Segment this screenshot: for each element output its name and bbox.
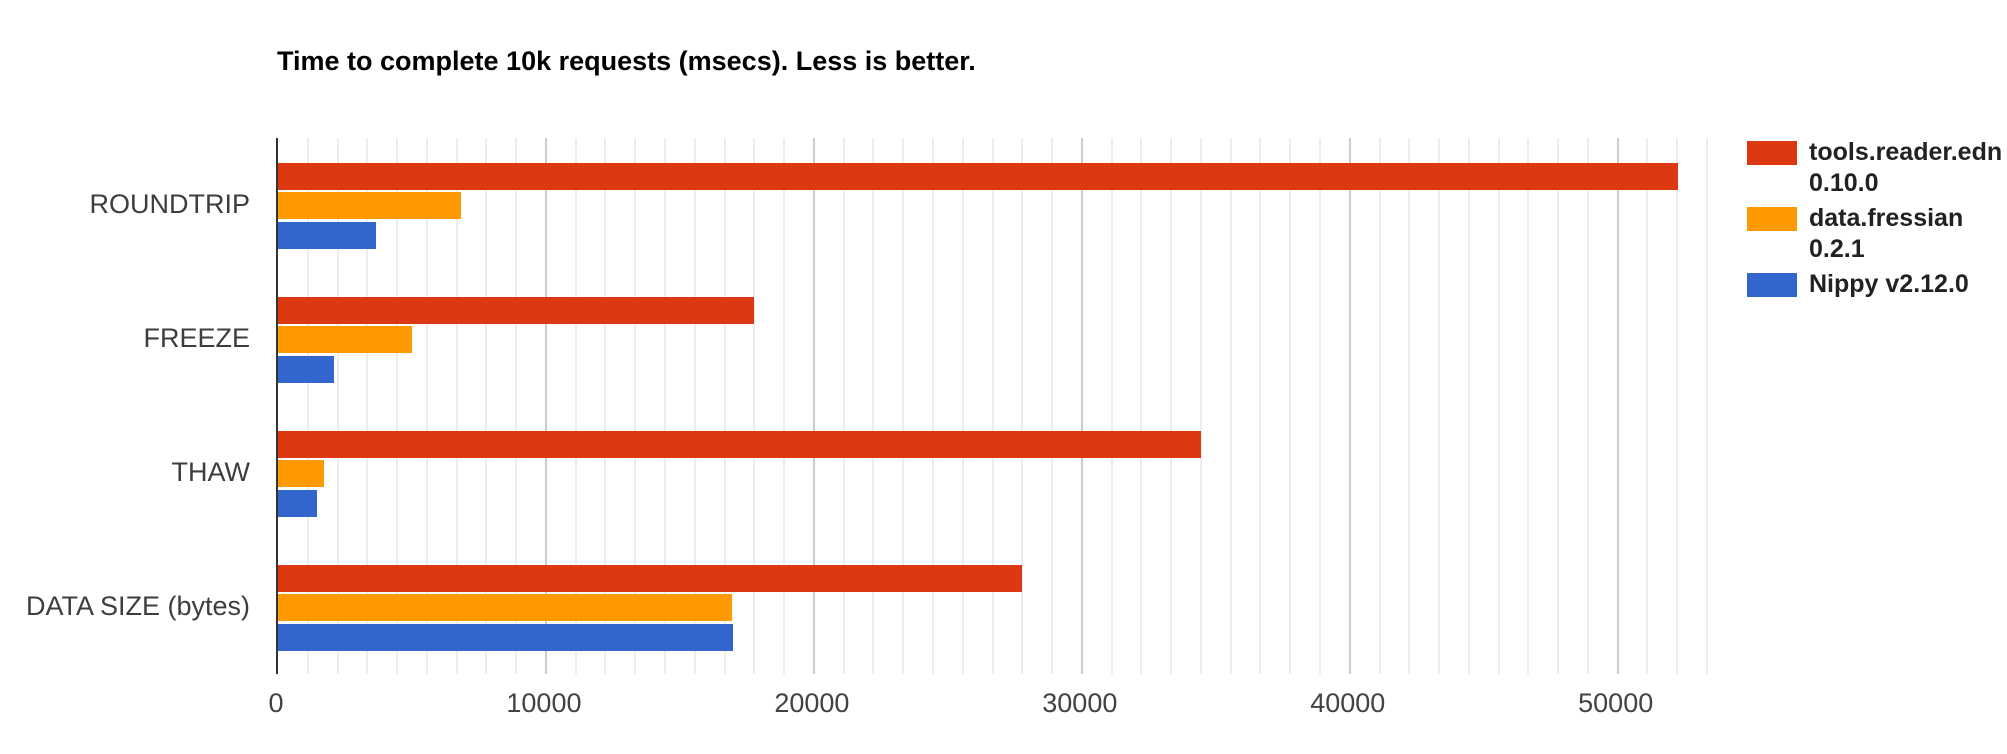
- minor-gridline: [872, 138, 875, 674]
- minor-gridline: [366, 138, 369, 674]
- minor-gridline: [485, 138, 488, 674]
- bar-roundtrip-nippy-v2-12-0[interactable]: [278, 221, 376, 249]
- category-label-thaw: THAW: [171, 457, 250, 487]
- minor-gridline: [842, 138, 845, 674]
- legend-label-line: 0.2.1: [1809, 235, 1865, 263]
- legend-entry-nippy-v2-12-0: Nippy v2.12.0: [1747, 269, 2002, 300]
- major-gridline: [1080, 138, 1083, 674]
- x-tick-label-40000: 40000: [1310, 688, 1386, 718]
- major-gridline: [1616, 138, 1619, 674]
- bar-freeze-nippy-v2-12-0[interactable]: [278, 355, 335, 383]
- minor-gridline: [961, 138, 964, 674]
- minor-gridline: [1289, 138, 1292, 674]
- x-tick-label-10000: 10000: [506, 688, 582, 718]
- minor-gridline: [604, 138, 607, 674]
- bar-freeze-data-fressian-0-2-1[interactable]: [278, 326, 413, 353]
- bar-data-size-bytes-nippy-v2-12-0[interactable]: [278, 623, 733, 651]
- major-gridline: [1348, 138, 1351, 674]
- bar-data-size-bytes-tools-reader-edn-0-10-0[interactable]: [278, 564, 1022, 592]
- x-tick-label-50000: 50000: [1578, 688, 1654, 718]
- minor-gridline: [753, 138, 756, 674]
- major-gridline: [544, 138, 547, 674]
- minor-gridline: [723, 138, 726, 674]
- chart-title: Time to complete 10k requests (msecs). L…: [277, 46, 976, 76]
- minor-gridline: [1051, 138, 1054, 674]
- minor-gridline: [1408, 138, 1411, 674]
- legend-label-line: Nippy v2.12.0: [1809, 270, 1969, 298]
- legend-label: data.fressian 0.2.1: [1809, 203, 1963, 265]
- bar-data-size-bytes-data-fressian-0-2-1[interactable]: [278, 594, 733, 621]
- minor-gridline: [1021, 138, 1024, 674]
- bar-freeze-tools-reader-edn-0-10-0[interactable]: [278, 296, 754, 324]
- minor-gridline: [783, 138, 786, 674]
- legend-label: Nippy v2.12.0: [1809, 269, 1969, 300]
- bar-roundtrip-tools-reader-edn-0-10-0[interactable]: [278, 162, 1679, 190]
- minor-gridline: [931, 138, 934, 674]
- minor-gridline: [1318, 138, 1321, 674]
- minor-gridline: [1438, 138, 1441, 674]
- legend-label-line: tools.reader.edn: [1809, 138, 2003, 166]
- legend-swatch-data-fressian-0-2-1: [1747, 207, 1797, 231]
- minor-gridline: [1527, 138, 1530, 674]
- legend-label-line: 0.10.0: [1809, 169, 1879, 197]
- category-label-roundtrip: ROUNDTRIP: [89, 189, 251, 219]
- bar-roundtrip-data-fressian-0-2-1[interactable]: [278, 192, 462, 219]
- legend-entry-data-fressian-0-2-1: data.fressian 0.2.1: [1747, 203, 2002, 265]
- x-tick-label-30000: 30000: [1042, 688, 1118, 718]
- bar-thaw-data-fressian-0-2-1[interactable]: [278, 460, 324, 487]
- minor-gridline: [1229, 138, 1232, 674]
- minor-gridline: [515, 138, 518, 674]
- minor-gridline: [306, 138, 309, 674]
- minor-gridline: [425, 138, 428, 674]
- plot-area: [276, 138, 1708, 674]
- category-label-freeze: FREEZE: [143, 323, 250, 353]
- legend-label: tools.reader.edn 0.10.0: [1809, 137, 2002, 199]
- minor-gridline: [1646, 138, 1649, 674]
- minor-gridline: [455, 138, 458, 674]
- minor-gridline: [693, 138, 696, 674]
- minor-gridline: [1170, 138, 1173, 674]
- minor-gridline: [1378, 138, 1381, 674]
- minor-gridline: [1140, 138, 1143, 674]
- minor-gridline: [396, 138, 399, 674]
- bar-thaw-tools-reader-edn-0-10-0[interactable]: [278, 430, 1202, 458]
- x-tick-label-20000: 20000: [774, 688, 850, 718]
- minor-gridline: [1497, 138, 1500, 674]
- bar-thaw-nippy-v2-12-0[interactable]: [278, 489, 317, 517]
- minor-gridline: [1557, 138, 1560, 674]
- minor-gridline: [1259, 138, 1262, 674]
- minor-gridline: [1110, 138, 1113, 674]
- legend: tools.reader.edn 0.10.0 data.fressian 0.2.1…: [1747, 137, 2002, 304]
- minor-gridline: [1706, 138, 1708, 674]
- minor-gridline: [902, 138, 905, 674]
- legend-swatch-tools-reader-edn-0-10-0: [1747, 141, 1797, 165]
- minor-gridline: [1199, 138, 1202, 674]
- legend-entry-tools-reader-edn-0-10-0: tools.reader.edn 0.10.0: [1747, 137, 2002, 199]
- minor-gridline: [1676, 138, 1679, 674]
- major-gridline: [812, 138, 815, 674]
- minor-gridline: [634, 138, 637, 674]
- minor-gridline: [664, 138, 667, 674]
- minor-gridline: [991, 138, 994, 674]
- legend-label-line: data.fressian: [1809, 204, 1964, 232]
- minor-gridline: [336, 138, 339, 674]
- category-label-data-size-bytes: DATA SIZE (bytes): [25, 591, 250, 621]
- x-tick-label-0: 0: [268, 688, 284, 718]
- minor-gridline: [574, 138, 577, 674]
- minor-gridline: [1467, 138, 1470, 674]
- legend-swatch-nippy-v2-12-0: [1747, 273, 1797, 297]
- minor-gridline: [1586, 138, 1589, 674]
